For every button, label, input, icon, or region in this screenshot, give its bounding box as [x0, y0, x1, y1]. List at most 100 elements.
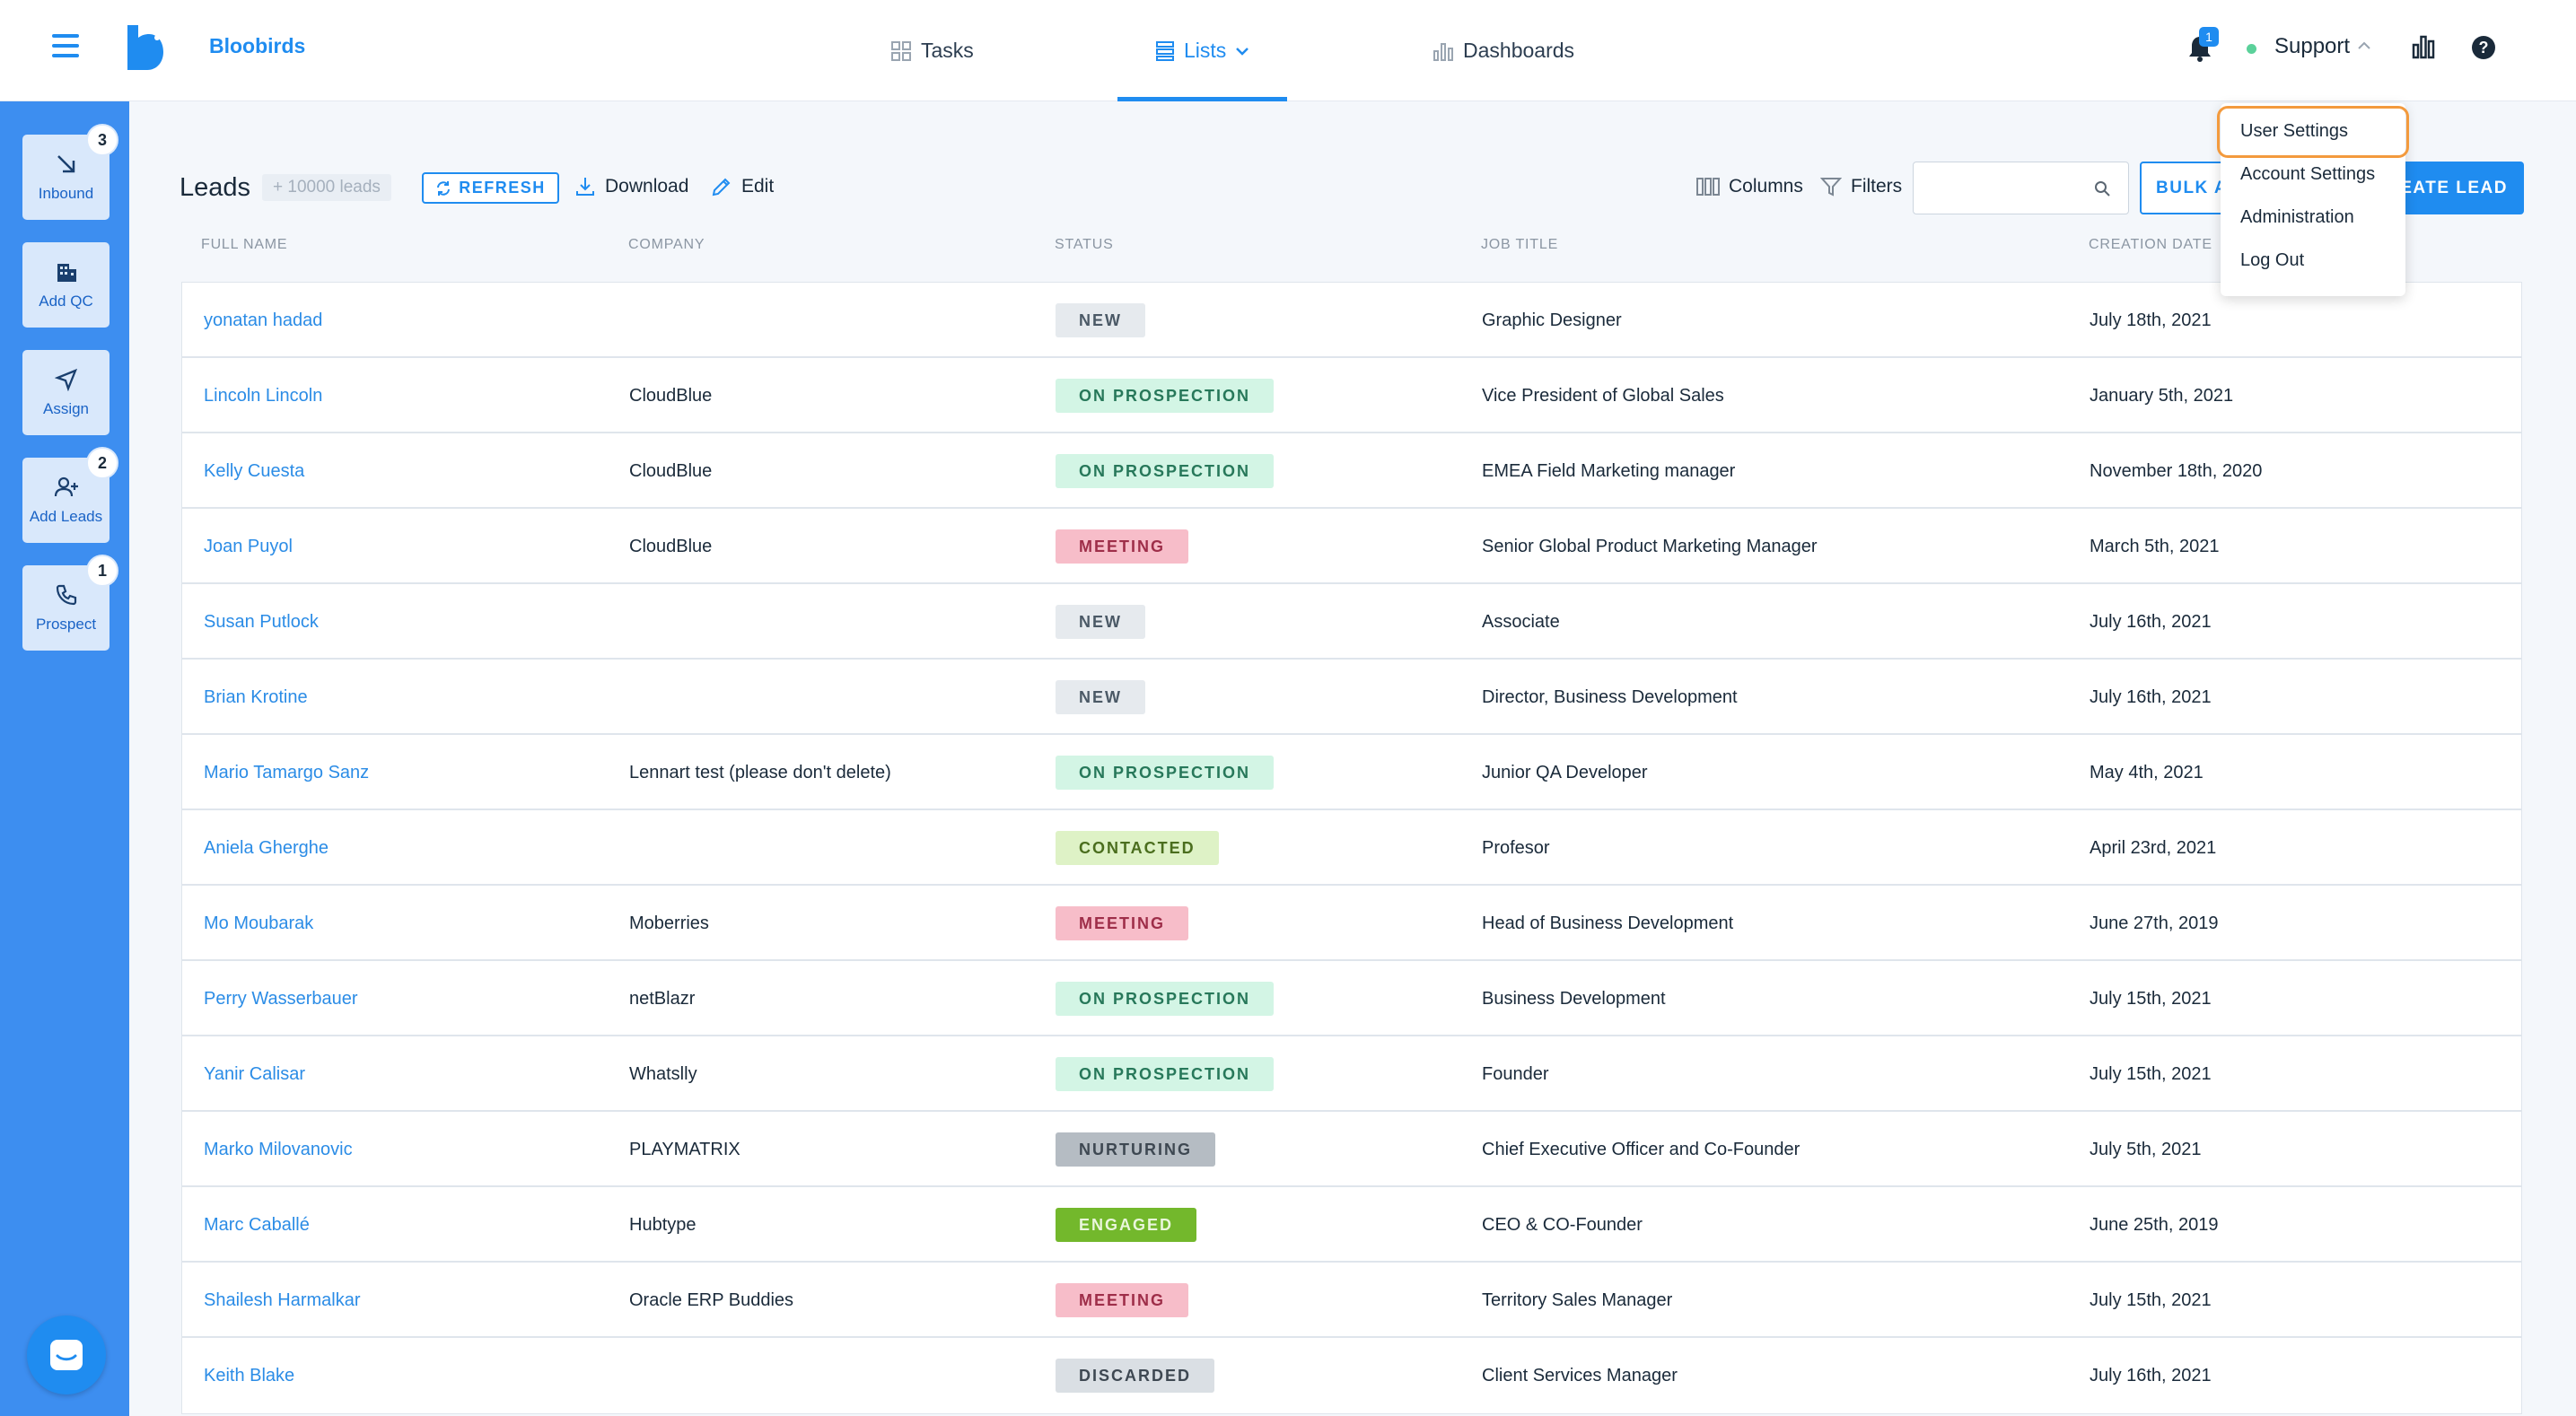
download-button[interactable]: Download [574, 176, 688, 197]
notification-badge: 1 [2199, 27, 2219, 47]
filters-button[interactable]: Filters [1820, 176, 1902, 197]
lead-company: CloudBlue [629, 460, 713, 481]
status-badge[interactable]: DISCARDED [1056, 1359, 1215, 1393]
edit-button[interactable]: Edit [711, 176, 774, 197]
sidebar-badge: 3 [86, 124, 118, 156]
status-badge[interactable]: ON PROSPECTION [1056, 454, 1275, 488]
table-row[interactable]: Brian Krotine Director, Business Developm… [182, 660, 2521, 735]
help-icon[interactable]: ? [2472, 36, 2495, 59]
column-header-creation-date[interactable]: CREATION DATE [2089, 237, 2212, 252]
table-row[interactable]: Aniela Gherghe Profesor April 23rd, 2021 CO… [182, 810, 2521, 886]
menu-item-log-out[interactable]: Log Out [2240, 250, 2305, 270]
columns-button[interactable]: Columns [1696, 176, 1803, 197]
status-badge[interactable]: ON PROSPECTION [1056, 756, 1275, 790]
sidebar-item-inbound[interactable]: Inbound 3 [22, 124, 118, 220]
table-row[interactable]: Yanir Calisar Whatslly Founder July 15th, 2… [182, 1036, 2521, 1112]
nav-lists[interactable]: Lists [1117, 0, 1288, 101]
lead-name-link[interactable]: Joan Puyol [204, 536, 293, 556]
search-input[interactable] [1913, 162, 2129, 214]
lead-name-link[interactable]: yonatan hadad [204, 310, 323, 330]
send-icon [22, 368, 110, 393]
menu-item-account-settings[interactable]: Account Settings [2240, 164, 2376, 184]
menu-item-user-settings[interactable]: User Settings [2240, 121, 2349, 141]
columns-label: Columns [1729, 176, 1803, 197]
lead-name-link[interactable]: Kelly Cuesta [204, 460, 305, 481]
lead-name-link[interactable]: Marc Caballé [204, 1214, 310, 1235]
lead-company: Moberries [629, 913, 709, 933]
table-row[interactable]: Mario Tamargo Sanz Lennart test (please d… [182, 735, 2521, 810]
status-badge[interactable]: NEW [1056, 680, 1145, 714]
chat-launcher-button[interactable] [27, 1315, 106, 1394]
lead-name-link[interactable]: Aniela Gherghe [204, 837, 329, 858]
column-header-full-name[interactable]: FULL NAME [201, 237, 288, 252]
lead-status-cell: MEETING [1056, 1263, 1189, 1338]
lead-company: CloudBlue [629, 536, 713, 556]
sidebar-item-add-leads[interactable]: Add Leads 2 [22, 447, 118, 543]
table-row[interactable]: yonatan hadad Graphic Designer July 18th, … [182, 283, 2521, 358]
list-icon [1155, 40, 1175, 62]
refresh-icon [437, 180, 451, 196]
status-badge[interactable]: ENGAGED [1056, 1208, 1197, 1242]
column-header-job-title[interactable]: JOB TITLE [1481, 237, 1559, 252]
lead-name-link[interactable]: Lincoln Lincoln [204, 385, 323, 406]
lead-status-cell: ON PROSPECTION [1056, 433, 1275, 509]
lead-status-cell: MEETING [1056, 886, 1189, 961]
lead-name-link[interactable]: Mo Moubarak [204, 913, 314, 933]
table-row[interactable]: Kelly Cuesta CloudBlue EMEA Field Marketin… [182, 433, 2521, 509]
table-row[interactable]: Susan Putlock Associate July 16th, 2021 NEW [182, 584, 2521, 660]
bloobirds-logo[interactable] [126, 25, 163, 70]
lead-status-cell: ENGAGED [1056, 1187, 1197, 1263]
page-title: Leads [180, 173, 251, 202]
user-menu-button[interactable]: Support [2274, 34, 2351, 58]
lead-creation-date: April 23rd, 2021 [2090, 837, 2217, 858]
analytics-icon[interactable] [2412, 34, 2435, 59]
lead-creation-date: May 4th, 2021 [2090, 762, 2204, 782]
lead-name-link[interactable]: Susan Putlock [204, 611, 319, 632]
refresh-button[interactable]: REFRESH [422, 172, 559, 204]
lead-name-link[interactable]: Perry Wasserbauer [204, 988, 358, 1009]
status-badge[interactable]: MEETING [1056, 529, 1189, 564]
bar-chart-icon [1433, 40, 1454, 62]
lead-name-link[interactable]: Brian Krotine [204, 686, 308, 707]
menu-item-administration[interactable]: Administration [2240, 207, 2354, 227]
status-badge[interactable]: MEETING [1056, 906, 1189, 940]
lead-job-title: Vice President of Global Sales [1482, 385, 1724, 406]
nav-dashboards[interactable]: Dashboards [1433, 0, 1574, 101]
lead-status-cell: CONTACTED [1056, 810, 1219, 886]
table-row[interactable]: Perry Wasserbauer netBlazr Business Develo… [182, 961, 2521, 1036]
table-row[interactable]: Marko Milovanovic PLAYMATRIX Chief Executi… [182, 1112, 2521, 1187]
nav-tasks[interactable]: Tasks [890, 0, 974, 101]
status-badge[interactable]: ON PROSPECTION [1056, 982, 1275, 1016]
lead-creation-date: July 16th, 2021 [2090, 686, 2212, 707]
table-row[interactable]: Lincoln Lincoln CloudBlue Vice President o… [182, 358, 2521, 433]
column-header-company[interactable]: COMPANY [628, 237, 705, 252]
sidebar: Inbound 3 Add QC Assign Add Leads 2 Pros… [0, 101, 129, 1416]
table-row[interactable]: Marc Caballé Hubtype CEO & CO-Founder June … [182, 1187, 2521, 1263]
table-row[interactable]: Mo Moubarak Moberries Head of Business Dev… [182, 886, 2521, 961]
nav-dashboards-label: Dashboards [1463, 39, 1575, 62]
status-badge[interactable]: NEW [1056, 605, 1145, 639]
lead-status-cell: NEW [1056, 660, 1145, 735]
lead-name-link[interactable]: Shailesh Harmalkar [204, 1289, 361, 1310]
status-badge[interactable]: NURTURING [1056, 1132, 1215, 1167]
status-badge[interactable]: ON PROSPECTION [1056, 1057, 1275, 1091]
status-badge[interactable]: NEW [1056, 303, 1145, 337]
sidebar-item-prospect[interactable]: Prospect 1 [22, 555, 118, 651]
status-badge[interactable]: CONTACTED [1056, 831, 1219, 865]
lead-name-link[interactable]: Mario Tamargo Sanz [204, 762, 370, 782]
table-row[interactable]: Joan Puyol CloudBlue Senior Global Product… [182, 509, 2521, 584]
column-header-status[interactable]: STATUS [1055, 237, 1114, 252]
lead-name-link[interactable]: Keith Blake [204, 1365, 295, 1385]
lead-name-link[interactable]: Marko Milovanovic [204, 1139, 353, 1159]
sidebar-item-assign[interactable]: Assign [22, 350, 110, 435]
status-badge[interactable]: MEETING [1056, 1283, 1189, 1317]
lead-name-link[interactable]: Yanir Calisar [204, 1063, 305, 1084]
chevron-up-icon[interactable] [2357, 41, 2371, 50]
sidebar-item-add-qc[interactable]: Add QC [22, 242, 110, 328]
phone-icon [22, 583, 110, 608]
brand-name[interactable]: Bloobirds [209, 34, 306, 57]
hamburger-menu-icon[interactable] [52, 34, 79, 61]
table-row[interactable]: Keith Blake Client Services Manager July 1… [182, 1338, 2521, 1413]
table-row[interactable]: Shailesh Harmalkar Oracle ERP Buddies Terr… [182, 1263, 2521, 1338]
status-badge[interactable]: ON PROSPECTION [1056, 379, 1275, 413]
